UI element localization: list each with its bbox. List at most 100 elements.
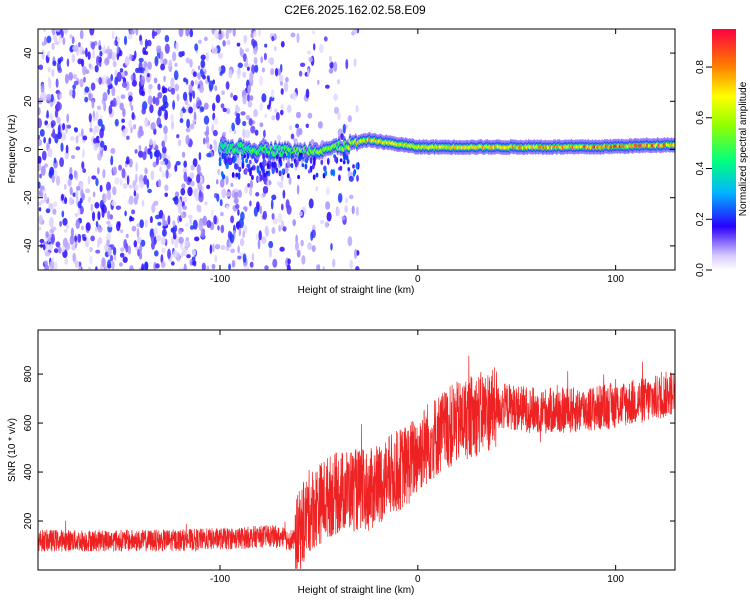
heatmap-noise-cell bbox=[163, 75, 166, 82]
heatmap-noise-cell bbox=[218, 161, 222, 167]
heatmap-noise-cell bbox=[75, 135, 79, 144]
heatmap-noise-cell bbox=[206, 184, 211, 190]
heatmap-noise-cell bbox=[61, 210, 65, 218]
heatmap-noise-cell bbox=[184, 222, 189, 227]
heatmap-noise-cell bbox=[232, 94, 238, 101]
heatmap-noise-cell bbox=[194, 236, 200, 242]
heatmap-noise-cell bbox=[237, 209, 240, 216]
heatmap-noise-cell bbox=[186, 118, 191, 129]
heatmap-noise-cell bbox=[189, 225, 195, 230]
heatmap-noise-cell bbox=[312, 174, 316, 181]
heatmap-noise-cell bbox=[264, 43, 268, 48]
heatmap-noise-cell bbox=[301, 163, 305, 168]
heatmap-noise-cell bbox=[126, 135, 130, 140]
heatmap-noise-cell bbox=[294, 241, 300, 252]
heatmap-noise-cell bbox=[51, 29, 56, 35]
heatmap-noise-cell bbox=[282, 189, 286, 199]
heatmap-noise-cell bbox=[211, 44, 215, 55]
heatmap-noise-cell bbox=[72, 45, 78, 51]
heatmap-noise-cell bbox=[175, 251, 181, 263]
heatmap-noise-cell bbox=[143, 70, 147, 78]
heatmap-noise-cell bbox=[198, 220, 204, 231]
heatmap-noise-cell bbox=[242, 206, 248, 211]
heatmap-noise-cell bbox=[233, 129, 237, 135]
heatmap-noise-cell bbox=[68, 196, 74, 206]
heatmap-noise-cell bbox=[207, 78, 210, 83]
heatmap-noise-cell bbox=[192, 158, 198, 168]
heatmap-noise-cell bbox=[189, 218, 192, 225]
spectrogram-xlabel: Height of straight line (km) bbox=[298, 285, 415, 296]
heatmap-noise-cell bbox=[39, 187, 43, 194]
heatmap-noise-cell bbox=[95, 249, 101, 254]
heatmap-noise-cell bbox=[119, 68, 124, 73]
heatmap-noise-cell bbox=[336, 78, 341, 85]
heatmap-noise-cell bbox=[189, 123, 195, 130]
heatmap-noise-cell bbox=[317, 264, 321, 270]
heatmap-noise-cell bbox=[203, 36, 208, 42]
heatmap-noise-cell bbox=[254, 129, 259, 136]
heatmap-noise-cell bbox=[111, 52, 116, 61]
heatmap-noise-cell bbox=[185, 29, 190, 37]
heatmap-noise-cell bbox=[270, 68, 275, 76]
heatmap-noise-cell bbox=[125, 233, 129, 239]
heatmap-noise-cell bbox=[295, 123, 300, 129]
heatmap-noise-cell bbox=[161, 140, 166, 148]
heatmap-noise-cell bbox=[38, 192, 44, 198]
heatmap-noise-cell bbox=[286, 264, 291, 270]
heatmap-noise-cell bbox=[307, 68, 310, 77]
heatmap-noise-cell bbox=[66, 124, 72, 129]
heatmap-noise-cell bbox=[96, 105, 102, 111]
heatmap-noise-cell bbox=[245, 57, 249, 65]
heatmap-noise-cell bbox=[174, 164, 178, 172]
heatmap-noise-cell bbox=[52, 60, 57, 67]
heatmap-noise-cell bbox=[127, 34, 133, 40]
heatmap-noise-cell bbox=[95, 220, 99, 228]
heatmap-noise-cell bbox=[62, 37, 66, 46]
heatmap-noise-cell bbox=[60, 193, 65, 201]
heatmap-noise-cell bbox=[259, 162, 262, 168]
heatmap-noise-cell bbox=[256, 165, 260, 172]
heatmap-noise-cell bbox=[107, 246, 112, 257]
heatmap-noise-cell bbox=[194, 43, 199, 52]
heatmap-noise-cell bbox=[288, 176, 292, 185]
heatmap-noise-cell bbox=[205, 125, 210, 136]
heatmap-noise-cell bbox=[342, 160, 346, 165]
heatmap-noise-cell bbox=[88, 92, 92, 101]
heatmap-noise-cell bbox=[71, 88, 76, 99]
heatmap-noise-cell bbox=[329, 55, 332, 64]
heatmap-noise-cell bbox=[167, 215, 171, 226]
heatmap-noise-cell bbox=[250, 32, 254, 39]
heatmap-noise-cell bbox=[177, 215, 180, 224]
heatmap-noise-cell bbox=[332, 258, 336, 268]
heatmap-noise-cell bbox=[287, 158, 291, 169]
colorbar-tick-label: 0.6 bbox=[695, 110, 706, 124]
heatmap-noise-cell bbox=[131, 112, 135, 120]
heatmap-noise-cell bbox=[75, 190, 79, 199]
heatmap-noise-cell bbox=[228, 127, 233, 133]
heatmap-noise-cell bbox=[38, 118, 43, 129]
heatmap-noise-cell bbox=[154, 56, 159, 67]
heatmap-noise-cell bbox=[55, 175, 61, 186]
heatmap-noise-cell bbox=[349, 259, 354, 270]
heatmap-noise-cell bbox=[172, 220, 176, 228]
heatmap-noise-cell bbox=[307, 169, 311, 174]
heatmap-noise-cell bbox=[65, 144, 69, 154]
heatmap-noise-cell bbox=[52, 261, 58, 270]
heatmap-noise-cell bbox=[44, 251, 51, 257]
heatmap-noise-cell bbox=[72, 84, 76, 90]
heatmap-noise-cell bbox=[330, 242, 333, 251]
heatmap-noise-cell bbox=[285, 76, 289, 83]
heatmap-noise-cell bbox=[70, 227, 75, 238]
heatmap-noise-cell bbox=[225, 29, 229, 40]
heatmap-noise-cell bbox=[116, 221, 121, 232]
heatmap-noise-cell bbox=[74, 260, 80, 269]
snr-plot-frame bbox=[37, 329, 676, 571]
heatmap-noise-cell bbox=[190, 164, 195, 171]
heatmap-noise-cell bbox=[130, 74, 134, 81]
heatmap-noise-cell bbox=[112, 60, 117, 68]
heatmap-noise-cell bbox=[213, 215, 217, 225]
heatmap-noise-cell bbox=[63, 228, 68, 233]
heatmap-noise-cell bbox=[251, 153, 255, 159]
heatmap-noise-cell bbox=[295, 234, 298, 244]
heatmap-noise-cell bbox=[193, 188, 199, 198]
